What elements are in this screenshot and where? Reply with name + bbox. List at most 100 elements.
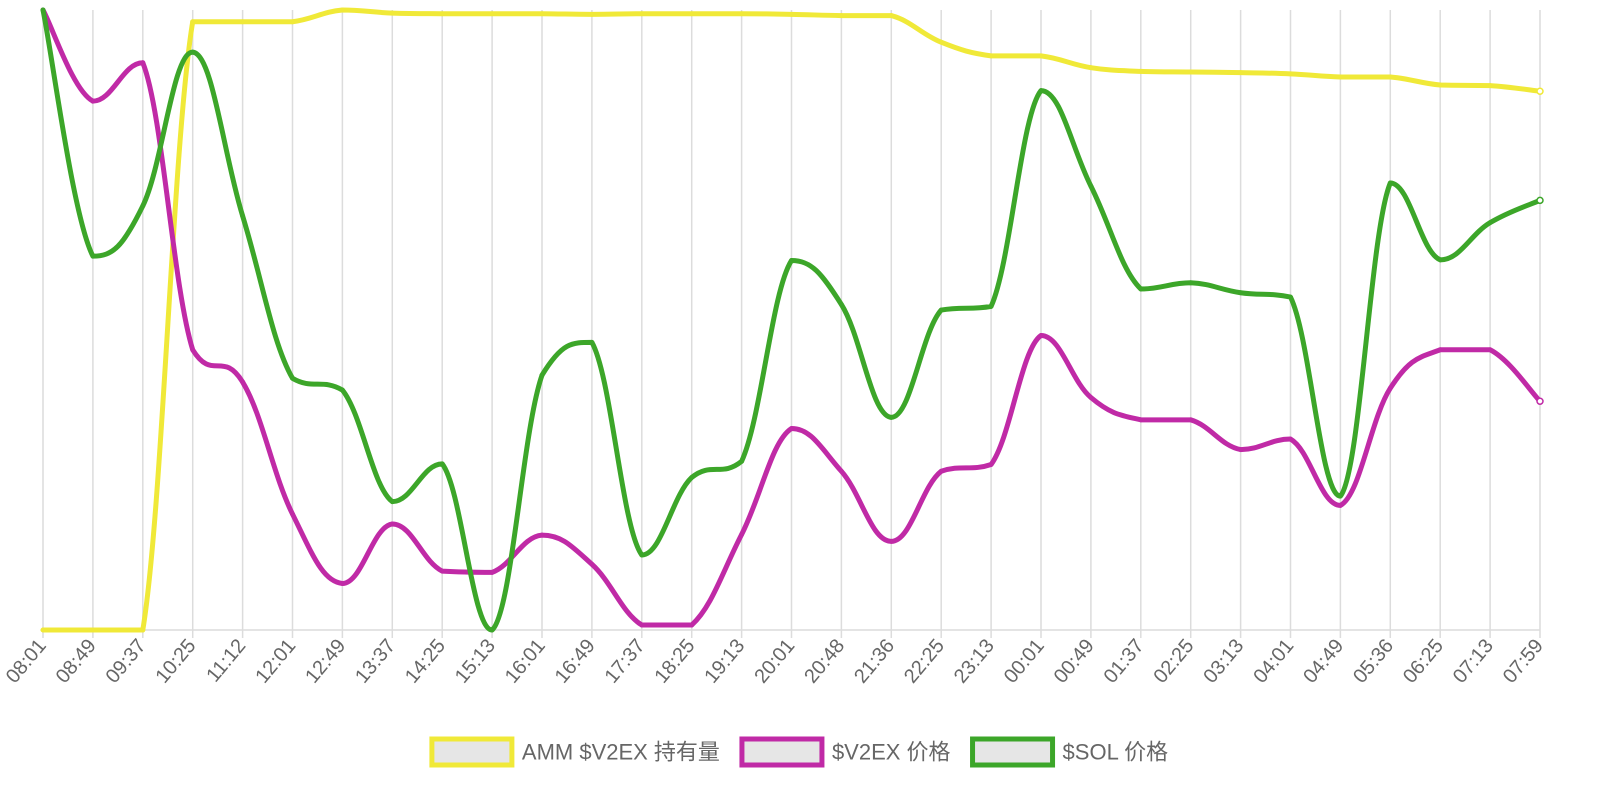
data-point[interactable] bbox=[1038, 88, 1044, 94]
data-point[interactable] bbox=[489, 569, 495, 575]
data-point[interactable] bbox=[888, 13, 894, 19]
data-point[interactable] bbox=[539, 532, 545, 538]
data-point[interactable] bbox=[1536, 196, 1544, 205]
legend[interactable]: AMM $V2EX 持有量 $V2EX 价格 $SOL 价格 bbox=[429, 736, 1169, 768]
data-point[interactable] bbox=[838, 302, 844, 307]
data-point[interactable] bbox=[789, 426, 794, 431]
legend-item[interactable]: $V2EX 价格 bbox=[739, 736, 951, 768]
data-point[interactable] bbox=[689, 622, 695, 628]
data-point[interactable] bbox=[90, 253, 96, 259]
data-point[interactable] bbox=[290, 511, 295, 517]
data-point[interactable] bbox=[40, 7, 46, 13]
data-point[interactable] bbox=[1337, 502, 1343, 508]
data-point[interactable] bbox=[439, 461, 445, 467]
data-point[interactable] bbox=[439, 568, 445, 574]
data-point[interactable] bbox=[639, 622, 645, 628]
data-point[interactable] bbox=[1088, 395, 1094, 400]
data-point[interactable] bbox=[489, 11, 495, 17]
data-point[interactable] bbox=[1487, 347, 1493, 353]
data-point[interactable] bbox=[40, 627, 46, 633]
data-point[interactable] bbox=[938, 39, 944, 45]
data-point[interactable] bbox=[689, 475, 695, 480]
data-point[interactable] bbox=[1188, 69, 1194, 75]
data-point[interactable] bbox=[389, 10, 395, 16]
data-point[interactable] bbox=[389, 499, 395, 505]
data-point[interactable] bbox=[1138, 417, 1144, 423]
data-point[interactable] bbox=[539, 372, 545, 378]
data-point[interactable] bbox=[1288, 71, 1293, 77]
data-point[interactable] bbox=[190, 19, 196, 25]
data-point[interactable] bbox=[838, 13, 844, 19]
data-point[interactable] bbox=[1487, 220, 1493, 226]
data-point[interactable] bbox=[988, 303, 994, 309]
data-point[interactable] bbox=[190, 347, 196, 353]
data-point[interactable] bbox=[339, 7, 345, 13]
data-point[interactable] bbox=[639, 11, 645, 17]
data-point[interactable] bbox=[938, 307, 944, 313]
data-point[interactable] bbox=[489, 627, 495, 633]
data-point[interactable] bbox=[1088, 183, 1094, 189]
data-point[interactable] bbox=[389, 521, 395, 527]
data-point[interactable] bbox=[589, 561, 595, 567]
data-point[interactable] bbox=[1337, 493, 1343, 499]
data-point[interactable] bbox=[1387, 74, 1393, 80]
legend-item[interactable]: AMM $V2EX 持有量 bbox=[429, 736, 720, 768]
data-point[interactable] bbox=[539, 11, 545, 17]
data-point[interactable] bbox=[689, 11, 695, 17]
data-point[interactable] bbox=[589, 11, 595, 17]
data-point[interactable] bbox=[1437, 257, 1443, 263]
data-point[interactable] bbox=[1038, 333, 1044, 338]
data-point[interactable] bbox=[1487, 83, 1493, 89]
data-point[interactable] bbox=[1536, 87, 1544, 95]
data-point[interactable] bbox=[339, 581, 345, 586]
data-point[interactable] bbox=[739, 11, 745, 17]
data-point[interactable] bbox=[240, 213, 246, 219]
data-point[interactable] bbox=[240, 379, 246, 385]
data-point[interactable] bbox=[589, 339, 595, 345]
data-point[interactable] bbox=[90, 627, 96, 633]
data-point[interactable] bbox=[1288, 436, 1293, 442]
x-tick-label: 06:25 bbox=[1399, 635, 1448, 687]
data-point[interactable] bbox=[1238, 70, 1244, 76]
data-point[interactable] bbox=[140, 627, 146, 633]
data-point[interactable] bbox=[290, 19, 295, 25]
data-point[interactable] bbox=[190, 49, 196, 55]
data-point[interactable] bbox=[1238, 290, 1244, 296]
data-point[interactable] bbox=[1238, 447, 1244, 453]
data-point[interactable] bbox=[1288, 294, 1293, 300]
data-point[interactable] bbox=[1188, 280, 1194, 286]
data-point[interactable] bbox=[888, 538, 894, 544]
data-point[interactable] bbox=[789, 11, 794, 17]
data-point[interactable] bbox=[988, 462, 994, 467]
data-point[interactable] bbox=[290, 375, 295, 381]
legend-label: AMM $V2EX 持有量 bbox=[522, 740, 720, 765]
data-point[interactable] bbox=[838, 468, 844, 474]
data-point[interactable] bbox=[1437, 347, 1443, 353]
data-point[interactable] bbox=[1088, 65, 1094, 71]
data-point[interactable] bbox=[739, 532, 745, 537]
data-point[interactable] bbox=[938, 468, 944, 474]
data-point[interactable] bbox=[1038, 53, 1044, 59]
data-point[interactable] bbox=[1188, 417, 1194, 423]
data-point[interactable] bbox=[639, 552, 645, 558]
data-point[interactable] bbox=[1138, 68, 1144, 74]
data-point[interactable] bbox=[339, 387, 345, 393]
data-point[interactable] bbox=[789, 258, 794, 263]
data-point[interactable] bbox=[1387, 385, 1393, 391]
data-point[interactable] bbox=[1337, 74, 1343, 80]
data-point[interactable] bbox=[140, 60, 146, 66]
data-point[interactable] bbox=[988, 53, 994, 59]
data-point[interactable] bbox=[90, 98, 96, 104]
legend-item[interactable]: $SOL 价格 bbox=[970, 736, 1169, 768]
data-point[interactable] bbox=[1437, 82, 1443, 88]
data-point[interactable] bbox=[1536, 397, 1544, 405]
data-point[interactable] bbox=[439, 11, 445, 17]
data-point[interactable] bbox=[140, 203, 146, 209]
data-point[interactable] bbox=[888, 414, 894, 420]
data-point[interactable] bbox=[240, 19, 246, 25]
x-tick-label: 13:37 bbox=[351, 635, 400, 687]
data-point[interactable] bbox=[1138, 286, 1144, 292]
data-point[interactable] bbox=[739, 458, 745, 464]
data-point[interactable] bbox=[1387, 180, 1393, 186]
x-tick-label: 09:37 bbox=[102, 635, 151, 687]
